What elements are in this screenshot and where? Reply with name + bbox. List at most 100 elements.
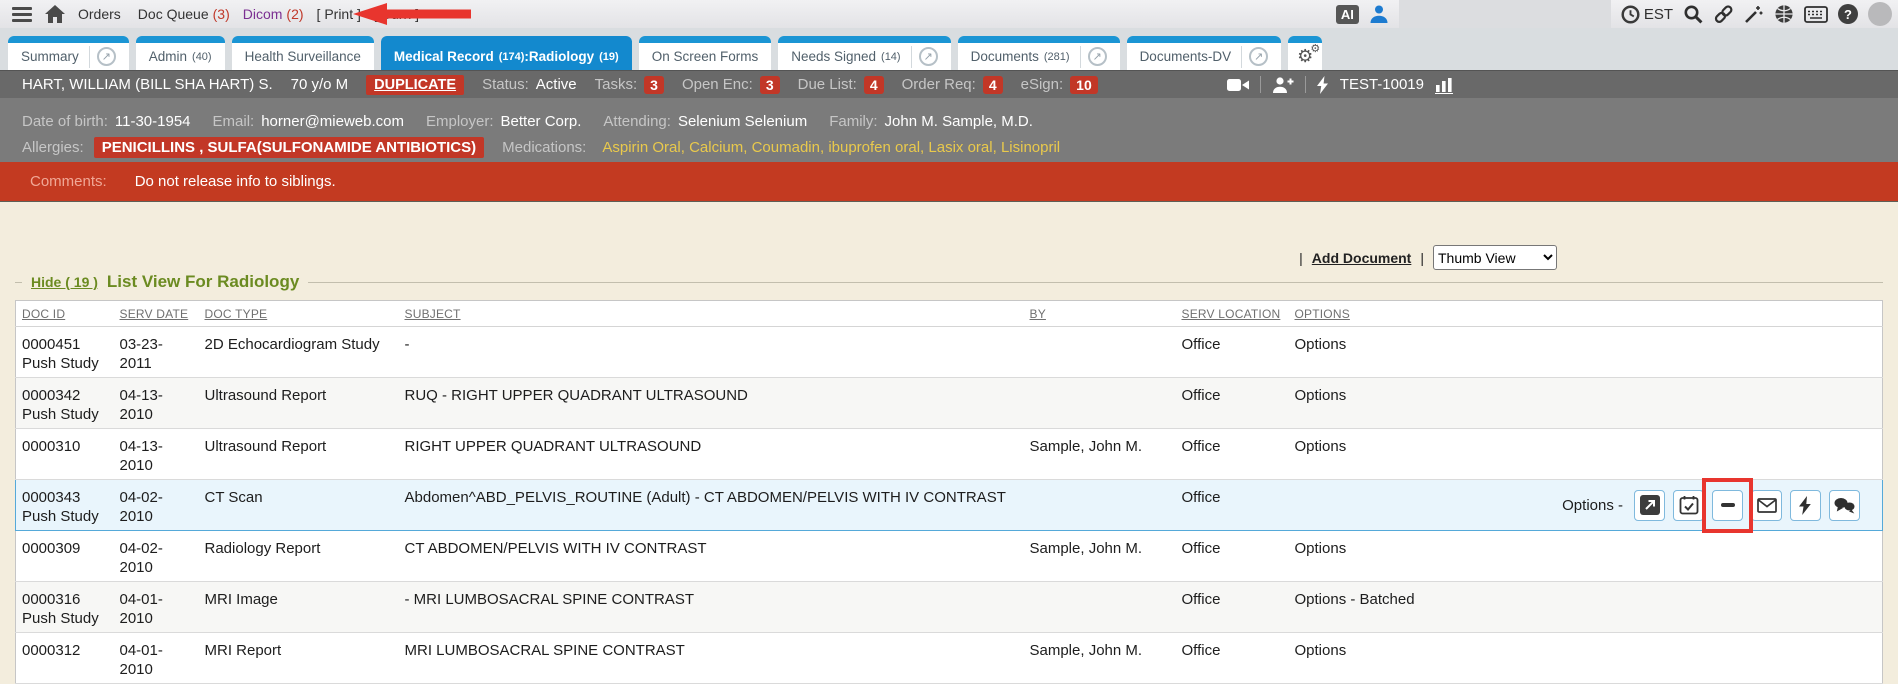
view-mode-select[interactable]: Thumb View [1433, 245, 1557, 270]
tab-medical-record-radiology[interactable]: Medical Record (174) :Radiology (19) [380, 36, 632, 70]
family-field: Family: John M. Sample, M.D. [829, 113, 1033, 130]
medication-link[interactable]: Calcium [689, 139, 752, 156]
options-link[interactable]: Options [1294, 642, 1347, 659]
add-document-link[interactable]: Add Document [1311, 249, 1412, 266]
counter-badge[interactable]: 3 [759, 75, 780, 94]
globe-icon[interactable] [1774, 4, 1794, 24]
table-row[interactable]: 0000309 04-02-2010 Radiology Report CT A… [15, 530, 1883, 582]
remove-button[interactable] [1712, 489, 1743, 521]
nav-label: Orders [78, 6, 121, 22]
tasks-counter[interactable]: Tasks: 3 [595, 75, 664, 94]
tab-documents-dv[interactable]: Documents-DV [1126, 36, 1282, 70]
col-header-by[interactable]: BY [1023, 300, 1176, 327]
link-icon[interactable] [1713, 4, 1734, 24]
lightning-icon[interactable] [1316, 75, 1329, 94]
table-row[interactable]: 0000310 04-13-2010 Ultrasound Report RIG… [15, 428, 1883, 480]
menu-icon[interactable] [12, 4, 32, 25]
nav-doc-queue[interactable]: Doc Queue (3) [138, 6, 230, 22]
col-header-options[interactable]: OPTIONS [1288, 300, 1883, 327]
counter-badge[interactable]: 4 [982, 75, 1003, 94]
counter-badge[interactable]: 10 [1070, 75, 1098, 94]
tab-admin[interactable]: Admin (40) [135, 36, 225, 70]
external-link-icon[interactable] [1249, 47, 1269, 66]
options-link[interactable]: Options [1294, 540, 1347, 557]
allergies-badge[interactable]: PENICILLINS , SULFA(SULFONAMIDE ANTIBIOT… [93, 136, 485, 158]
table-row[interactable]: 0000342 Push Study 04-13-2010 Ultrasound … [15, 377, 1883, 429]
calendar-check-button[interactable] [1673, 489, 1704, 521]
medication-link[interactable]: Aspirin Oral [602, 139, 689, 156]
home-icon[interactable] [45, 5, 65, 23]
nav-label: Dicom [242, 6, 283, 22]
comments-button[interactable] [1829, 489, 1860, 521]
ai-badge[interactable]: AI [1335, 4, 1359, 24]
nav-dicom[interactable]: Dicom (2) [243, 6, 304, 22]
patient-name[interactable]: HART, WILLIAM (BILL SHA HART) S. [22, 76, 273, 93]
col-header-subject[interactable]: SUBJECT [398, 300, 1024, 327]
tab-health-surveillance[interactable]: Health Surveillance [231, 36, 374, 70]
options-link[interactable]: Options - Batched [1294, 591, 1415, 608]
nav-orders[interactable]: Orders [78, 6, 125, 22]
nav-burn[interactable]: [ Burn ] [374, 6, 419, 22]
video-camera-icon[interactable] [1226, 77, 1249, 93]
tab-documents[interactable]: Documents (281) [957, 36, 1120, 70]
medication-link[interactable]: Coumadin [752, 139, 829, 156]
wand-icon[interactable] [1744, 4, 1764, 24]
medication-link[interactable]: Lisinopril [1000, 138, 1061, 156]
medication-link[interactable]: ibuprofen oral [828, 139, 928, 156]
user-icon[interactable] [1369, 4, 1389, 24]
tab-count: (174) [498, 50, 525, 63]
options-link[interactable]: Options [1294, 438, 1347, 455]
tab-needs-signed[interactable]: Needs Signed (14) [778, 36, 951, 70]
due-list-counter[interactable]: Due List: 4 [798, 75, 884, 94]
nav-label: Doc Queue [137, 6, 209, 22]
field-value[interactable]: horner@mieweb.com [261, 112, 404, 130]
options-cell: Options [1288, 326, 1883, 378]
topbar-panel [1398, 0, 1611, 28]
subject-cell: RUQ - RIGHT UPPER QUADRANT ULTRASOUND [398, 377, 1024, 429]
tab-summary[interactable]: Summary [8, 36, 129, 70]
table-row-selected[interactable]: 0000343 Push Study 04-02-2010 CT Scan Abd… [15, 477, 1883, 533]
col-header-serv-location[interactable]: SERV LOCATION [1175, 300, 1289, 327]
nav-print[interactable]: [ Print ] [317, 6, 361, 22]
quick-action-button[interactable] [1790, 489, 1821, 521]
open-document-button[interactable] [1634, 489, 1665, 521]
divider [15, 281, 22, 283]
open-enc-counter[interactable]: Open Enc: 3 [682, 75, 780, 94]
counter-badge[interactable]: 4 [863, 75, 884, 94]
options-link[interactable]: Options [1294, 387, 1347, 404]
external-link-icon[interactable] [918, 47, 938, 66]
medication-link[interactable]: Lasix oral [928, 139, 1001, 156]
table-row[interactable]: 0000312 04-01-2010 MRI Report MRI LUMBOS… [15, 632, 1883, 684]
comments-bar: Comments: Do not release info to sibling… [0, 162, 1898, 202]
nav-count: (3) [212, 6, 230, 22]
options-link[interactable]: Options [1294, 336, 1347, 353]
chart-icon[interactable] [1435, 76, 1455, 94]
external-link-icon[interactable] [96, 47, 116, 66]
table-row[interactable]: 0000316 Push Study 04-01-2010 MRI Image -… [15, 581, 1883, 633]
by-cell: Sample, John M. [1023, 530, 1176, 582]
col-header-doc-type[interactable]: DOC TYPE [198, 300, 399, 327]
counter-badge[interactable]: 3 [644, 75, 664, 94]
timezone-indicator[interactable]: EST [1621, 4, 1673, 24]
help-icon[interactable] [1838, 4, 1858, 24]
avatar[interactable] [1868, 2, 1892, 26]
external-link-icon[interactable] [1087, 47, 1107, 66]
esign-counter[interactable]: eSign: 10 [1021, 75, 1098, 94]
table-row[interactable]: 0000451 Push Study 03-23-2011 2D Echocard… [15, 326, 1883, 378]
order-req-counter[interactable]: Order Req: 4 [902, 75, 1003, 94]
add-person-icon[interactable] [1272, 76, 1294, 94]
duplicate-badge[interactable]: DUPLICATE [366, 74, 465, 95]
patient-status: Status: Active [482, 76, 577, 93]
subject-cell: - MRI LUMBOSACRAL SPINE CONTRAST [398, 581, 1024, 633]
keyboard-icon[interactable] [1804, 5, 1828, 23]
tab-settings[interactable] [1288, 36, 1323, 70]
search-icon[interactable] [1683, 4, 1703, 24]
tab-on-screen-forms[interactable]: On Screen Forms [638, 36, 772, 70]
doc-id-cell: 0000343 Push Study [15, 479, 114, 531]
options-link[interactable]: Options - [1562, 496, 1623, 514]
col-header-serv-date[interactable]: SERV DATE [113, 300, 199, 327]
email-button[interactable] [1751, 489, 1782, 521]
divider [1304, 76, 1306, 93]
col-header-doc-id[interactable]: DOC ID [15, 300, 114, 327]
hide-link[interactable]: Hide ( 19 ) [31, 274, 98, 290]
